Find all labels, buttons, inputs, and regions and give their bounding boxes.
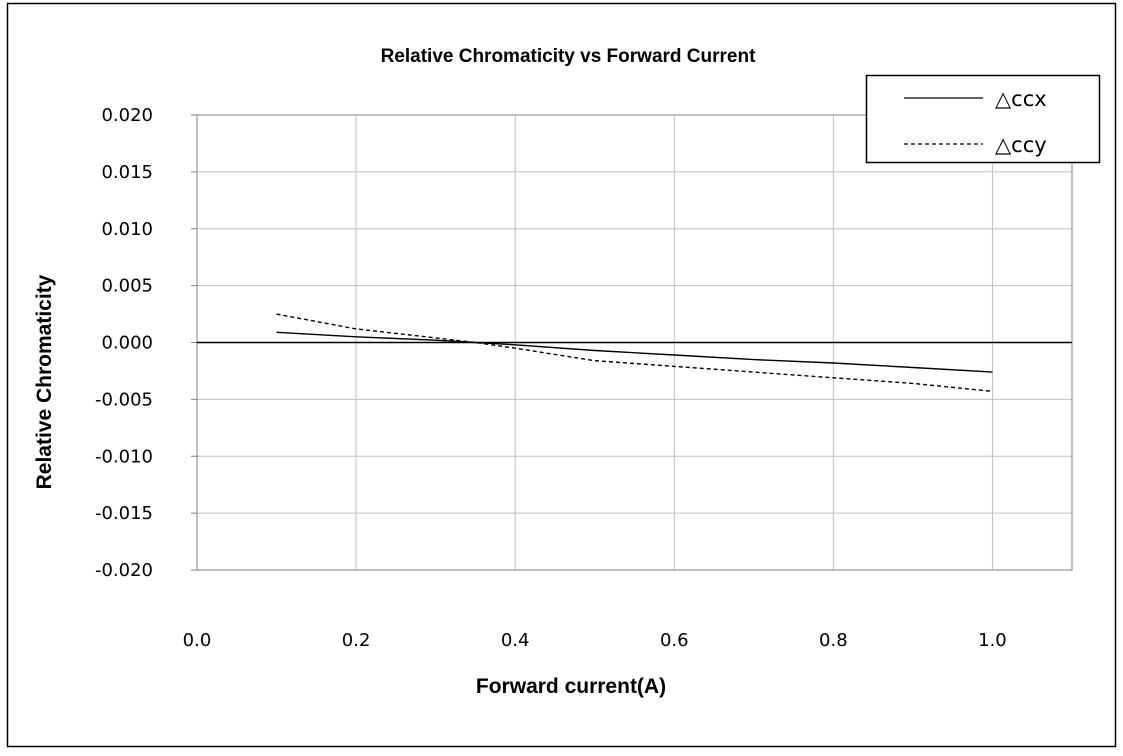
y-tick-label: -0.005 (95, 389, 153, 410)
legend-label-ccy: △ccy (995, 133, 1047, 157)
x-tick-label: 0.2 (342, 630, 371, 651)
x-tick-label: 0.0 (183, 630, 212, 651)
y-tick-labels: 0.020 0.015 0.010 0.005 0.000 -0.005 -0.010 -0.… (95, 105, 197, 581)
y-tick-label: -0.010 (95, 446, 153, 467)
y-tick-label: -0.020 (95, 560, 153, 581)
x-tick-label: 0.6 (660, 630, 689, 651)
y-tick-label: 0.015 (101, 162, 153, 183)
legend-label-ccx: △ccx (995, 87, 1047, 111)
x-tick-labels: 0.0 0.2 0.4 0.6 0.8 1.0 (183, 630, 1007, 651)
legend-box (865, 74, 1101, 164)
y-tick-label: 0.020 (101, 105, 153, 126)
x-tick-label: 0.8 (819, 630, 848, 651)
chart-title: Relative Chromaticity vs Forward Current (381, 46, 756, 67)
x-tick-label: 1.0 (978, 630, 1007, 651)
y-tick-label: -0.015 (95, 503, 153, 524)
x-axis-title: Forward current(A) (476, 675, 666, 698)
series-line-ccy (276, 313, 993, 393)
series-line-ccx (276, 331, 993, 373)
y-tick-label: 0.000 (101, 333, 153, 354)
legend: △ccx △ccy (865, 74, 1101, 164)
y-tick-label: 0.005 (101, 276, 153, 297)
series-lines (276, 313, 993, 393)
y-axis-title: Relative Chromaticity (33, 274, 56, 489)
y-tick-label: 0.010 (101, 219, 153, 240)
x-tick-label: 0.4 (501, 630, 530, 651)
